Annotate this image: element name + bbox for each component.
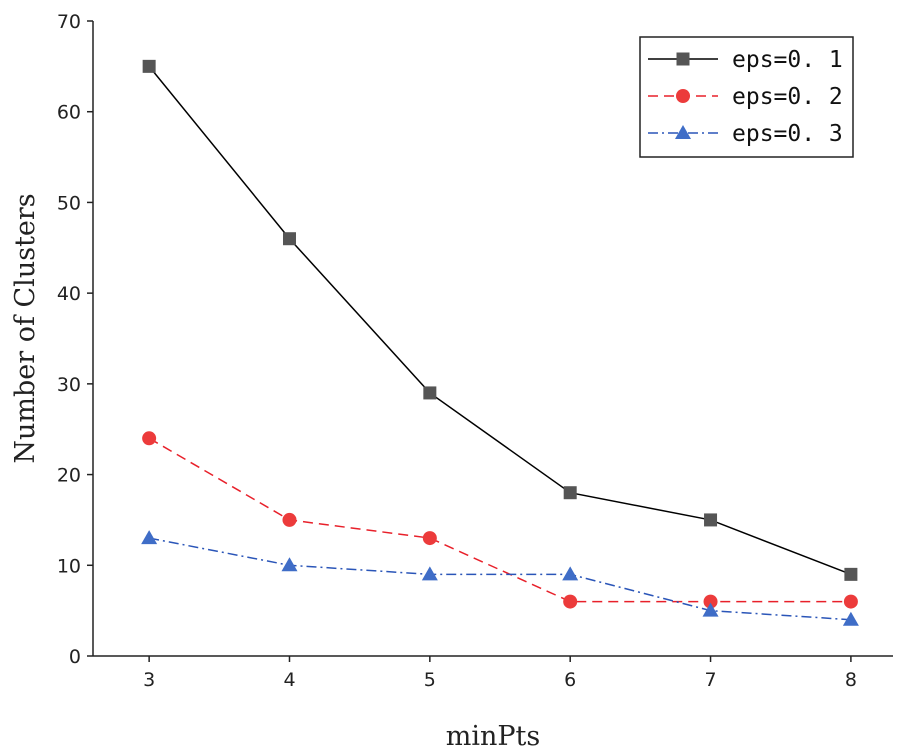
- x-tick-label: 7: [704, 669, 716, 691]
- series-eps-0-1: [142, 59, 858, 581]
- y-tick-label: 10: [57, 555, 81, 577]
- legend-marker: [676, 89, 690, 103]
- y-tick-label: 40: [57, 283, 81, 305]
- data-point: [563, 594, 578, 609]
- data-point: [421, 566, 438, 581]
- legend-label: eps=0. 2: [732, 84, 843, 110]
- legend-marker: [676, 52, 690, 66]
- data-point: [422, 531, 437, 546]
- series-eps-0-3: [141, 530, 859, 626]
- series-line: [148, 437, 851, 603]
- legend-label: eps=0. 1: [732, 47, 843, 73]
- data-point: [282, 232, 296, 246]
- data-point: [704, 513, 718, 527]
- data-point: [844, 567, 858, 581]
- legend-box: [639, 36, 854, 158]
- data-point: [562, 566, 579, 581]
- data-point: [141, 530, 158, 545]
- legend-marker: [675, 125, 691, 139]
- y-tick-label: 50: [57, 192, 81, 214]
- data-point: [282, 512, 297, 527]
- y-tick-label: 0: [69, 646, 81, 668]
- data-point: [281, 557, 298, 572]
- data-point: [702, 602, 719, 617]
- x-tick-label: 6: [564, 669, 576, 691]
- legend-label: eps=0. 3: [732, 121, 843, 147]
- data-point: [843, 594, 858, 609]
- data-point: [563, 486, 577, 500]
- y-axis-title: Number of Clusters: [10, 193, 41, 463]
- y-tick-label: 60: [57, 102, 81, 124]
- data-point: [142, 431, 157, 446]
- legend: eps=0. 1 eps=0. 2 eps=0. 3: [639, 36, 854, 158]
- x-axis-title: minPts: [446, 721, 541, 752]
- y-tick-label: 30: [57, 374, 81, 396]
- series-layer: [141, 59, 859, 626]
- series-line: [148, 537, 851, 621]
- y-tick-label: 70: [57, 11, 81, 33]
- x-tick-label: 8: [845, 669, 857, 691]
- data-point: [703, 594, 718, 609]
- plot-area: [92, 21, 893, 657]
- x-tick-label: 5: [424, 669, 436, 691]
- data-point: [842, 611, 859, 626]
- y-tick-label: 20: [57, 465, 81, 487]
- data-point: [423, 386, 437, 400]
- data-point: [142, 59, 156, 73]
- x-tick-label: 3: [143, 669, 155, 691]
- x-tick-label: 4: [283, 669, 295, 691]
- y-axis-ticks: 0 10 20 30 40 50 60 70: [57, 11, 93, 668]
- x-axis-ticks: 3 4 5 6 7 8: [143, 656, 857, 691]
- series-eps-0-2: [142, 431, 858, 609]
- series-line: [148, 65, 852, 576]
